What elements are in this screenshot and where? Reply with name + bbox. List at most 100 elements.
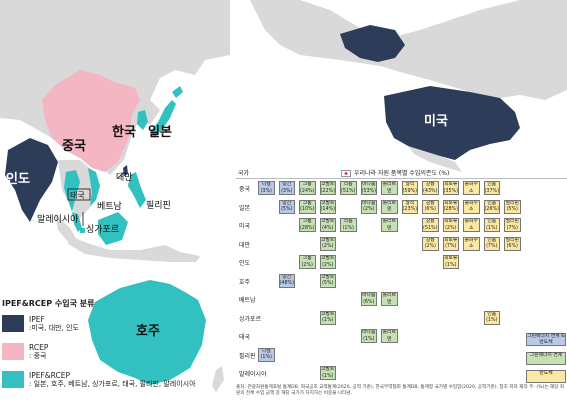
resource-name: 리튬	[343, 182, 353, 187]
malaysia-peninsula	[72, 212, 82, 232]
resource-name: 갈륨	[425, 219, 435, 224]
resource-share: (14%)	[320, 207, 335, 212]
korea-flag-icon	[341, 170, 351, 177]
resource-cell: 코발트 (14%)	[319, 199, 336, 214]
resource-cell: 불화수소(2%)	[463, 218, 480, 232]
legend-item-ipef-rcep: IPEF&RCEP : 일본, 호주, 베트남, 싱가포르, 태국, 필리핀, …	[2, 371, 202, 399]
resource-share: (10%)	[300, 207, 315, 212]
resource-share: (24%)	[300, 188, 315, 194]
resource-name: 희토류	[444, 182, 458, 187]
resource-name: 형석	[405, 200, 415, 206]
resource-share: (2%)	[322, 244, 334, 249]
resource-share: (5%)	[506, 207, 518, 212]
resource-cell: 희토류 (7%)	[442, 236, 459, 251]
resource-name: 희토류	[444, 256, 458, 261]
resource-name: 크롬	[302, 200, 312, 206]
resource-share: (28%)	[443, 207, 458, 212]
thailand-label-box	[67, 188, 91, 201]
legend-desc-ipef: :미국, 대만, 인도	[29, 324, 79, 332]
resource-cell: 코발트 (2%)	[319, 255, 336, 269]
table-header: 국가 우리나라 자원 품목별 수입의존도 (%)	[236, 167, 567, 179]
resource-share: (4%)	[322, 225, 334, 231]
resource-name: 코발트	[321, 367, 335, 372]
resource-share: (5%)	[281, 207, 293, 212]
resource-name: 코발트	[321, 182, 335, 187]
key-box: 그린에너지 연계	[526, 352, 566, 365]
map-label-vietnam: 베트남	[97, 202, 122, 212]
resource-name: 코발트	[321, 274, 335, 280]
row-country: 인도	[239, 260, 251, 267]
resource-share: (6%)	[506, 244, 518, 249]
resource-cell: 망간 (5%)	[278, 199, 295, 214]
source-note: 출처: 관광자원통계포털 통계DB, 외국공조 교역통계(2020, 공역 기준…	[236, 385, 565, 396]
resource-share: (2%)	[445, 225, 457, 231]
row-country: 싱가포르	[239, 315, 262, 323]
singapore-marker	[80, 228, 85, 233]
resource-name: 리튬	[343, 219, 353, 224]
map-label-malaysia: 말레이시아	[37, 215, 79, 225]
resource-name: 바나듐	[362, 330, 376, 335]
resource-cell: 니켈 (1%)	[258, 347, 275, 362]
taiwan-shape	[123, 165, 128, 176]
legend-title: IPEF&RCEP 수입국 분류	[2, 299, 95, 308]
table-row: 중국 니켈 (3%) 망간 (3%) 크롬 (24%) 코발트 (22%) 리튬 (51%) 바나듐(…	[236, 179, 567, 198]
indonesia-shape	[68, 236, 200, 262]
resource-name: 필리핀	[505, 200, 519, 206]
legend-name-ipef-rcep: IPEF&RCEP	[29, 371, 70, 380]
resource-name: 망간	[282, 274, 292, 280]
map-label-india: 인도	[6, 172, 30, 187]
resource-name: 코발트	[321, 219, 335, 224]
resource-cell: 바나듐 (53%)	[360, 181, 377, 195]
map-label-taiwan: 대만	[116, 173, 133, 183]
table-row: 일본망간(5%)크롬(10%)코발트(14%)바나듐(2%)몰리브덴(5%)형석…	[236, 198, 567, 217]
legend: IPEF&RCEP 수입국 분류 IPEF :미국, 대만, 인도 RCEP :…	[2, 298, 202, 399]
resource-cell: 인듐 (1%)	[483, 218, 500, 232]
col-header-country: 국가	[238, 170, 250, 177]
resource-cell: 몰리브덴(5%)	[381, 199, 398, 214]
china-shape	[42, 70, 140, 172]
resource-name: 몰리브덴	[382, 219, 396, 231]
resource-share: (43%)	[423, 188, 438, 194]
map-label-philippines: 필리핀	[146, 201, 171, 211]
table-row: 호주 망간 (48%) 코발트 (5%)	[236, 272, 567, 291]
resource-cell: 바나듐 (2%)	[360, 199, 377, 214]
resource-cell: 크롬 (28%)	[299, 218, 316, 232]
table-row: 필리핀 니켈 (1%)	[236, 346, 567, 365]
resource-cell: 몰리브덴(3%)	[381, 292, 398, 306]
new-zealand-shape	[212, 366, 224, 392]
resource-name: 코발트	[321, 200, 335, 206]
legend-item-rcep: RCEP : 중국	[2, 343, 202, 371]
resource-name: 불화수소	[464, 219, 478, 231]
resource-cell: 코발트 (5%)	[319, 273, 336, 288]
resource-share: (1%)	[486, 225, 498, 231]
resource-name: 몰리브덴	[382, 200, 396, 213]
resource-share: (1%)	[445, 262, 457, 268]
table-row: 대만코발트(2%)갈륨(2%)희토류(7%)불화수소(11%)인듐(7%)필리핀…	[236, 235, 567, 254]
resource-name: 갈륨	[425, 182, 435, 187]
resource-cell: 불화수소(13%)	[463, 199, 480, 214]
resource-share: (23%)	[402, 207, 417, 212]
resource-cell: 크롬 (24%)	[299, 181, 316, 195]
resource-name: 몰리브덴	[382, 293, 396, 305]
table-row: 인도 크롬 (2%) 코발트 (2%) 희토류 (1%)	[236, 253, 567, 272]
map-label-singapore: 싱가포르	[86, 225, 120, 235]
resource-cell: 갈륨 (43%)	[422, 181, 439, 195]
resource-share: (3%)	[260, 188, 272, 194]
resource-name: 인듐	[487, 200, 497, 206]
resource-share: (51%)	[423, 225, 438, 231]
resource-share: (48%)	[279, 281, 294, 286]
resource-name: 희토류	[444, 200, 458, 206]
resource-name: 불화수소	[464, 182, 478, 194]
resource-cell: 리튬 (1%)	[340, 218, 357, 232]
resource-share: (6%)	[424, 207, 436, 212]
india-shape	[5, 138, 58, 222]
resource-name: 망간	[282, 200, 292, 206]
map-label-korea: 한국	[112, 125, 136, 140]
resource-share: (37%)	[484, 188, 499, 194]
resource-share: (59%)	[402, 188, 417, 194]
usa-shape	[384, 86, 520, 160]
row-country: 필리핀	[239, 352, 256, 360]
resource-share: (1%)	[322, 373, 334, 379]
resource-cell: 코발트 (22%)	[319, 181, 336, 195]
